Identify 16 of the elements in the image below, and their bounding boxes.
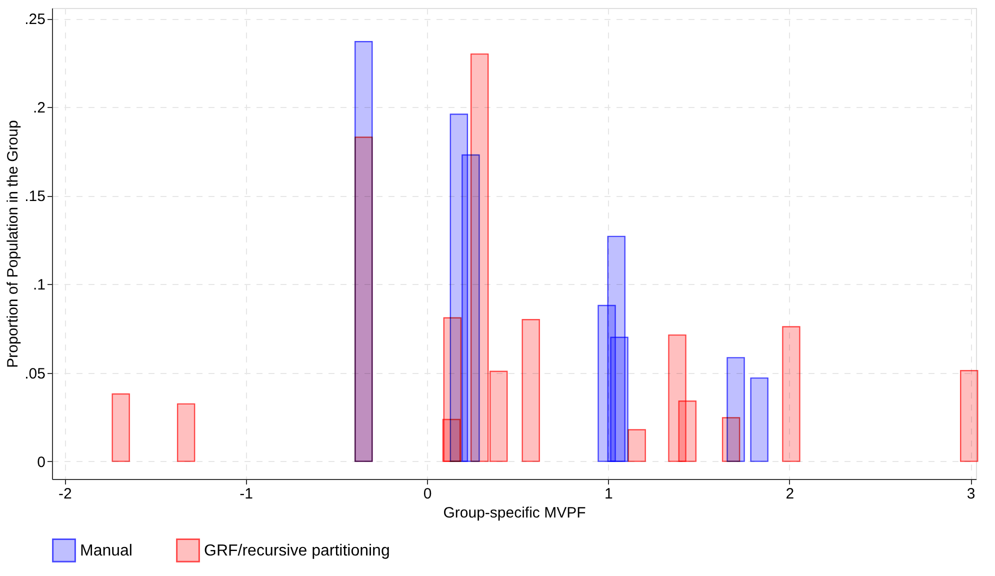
y-tick-label: .25 bbox=[24, 11, 46, 28]
x-tick-label: 3 bbox=[966, 486, 976, 502]
x-tick-label: -2 bbox=[58, 486, 72, 502]
legend-label: Manual bbox=[80, 542, 132, 560]
x-tick-label: 1 bbox=[604, 486, 613, 502]
x-axis-title: Group-specific MVPF bbox=[443, 504, 586, 522]
y-axis-title: Proportion of Population in the Group bbox=[4, 120, 22, 368]
x-tick-label: -1 bbox=[240, 486, 254, 502]
y-tick-label: .15 bbox=[24, 188, 46, 206]
x-tick-label: 0 bbox=[423, 486, 432, 502]
legend-label: GRF/recursive partitioning bbox=[204, 542, 390, 560]
y-tick-label: .2 bbox=[32, 100, 46, 117]
y-tick-label: 0 bbox=[37, 454, 46, 471]
x-tick-label: 2 bbox=[786, 486, 794, 502]
y-tick-label: .1 bbox=[32, 276, 46, 294]
y-tick-label: .05 bbox=[24, 365, 46, 382]
